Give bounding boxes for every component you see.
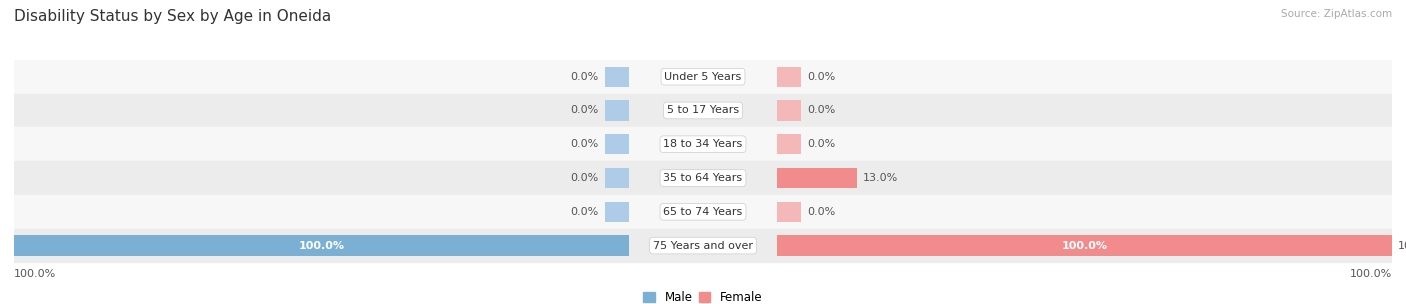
Text: 0.0%: 0.0% <box>571 105 599 116</box>
Text: 5 to 17 Years: 5 to 17 Years <box>666 105 740 116</box>
Bar <box>14 235 630 256</box>
Text: 100.0%: 100.0% <box>0 240 8 250</box>
Legend: Male, Female: Male, Female <box>638 286 768 304</box>
Bar <box>605 168 630 188</box>
Bar <box>605 202 630 222</box>
Text: 0.0%: 0.0% <box>807 207 835 217</box>
Text: 18 to 34 Years: 18 to 34 Years <box>664 139 742 149</box>
Text: 0.0%: 0.0% <box>807 139 835 149</box>
Bar <box>14 195 1392 229</box>
Text: 100.0%: 100.0% <box>14 268 56 278</box>
Text: 0.0%: 0.0% <box>807 72 835 82</box>
Text: 0.0%: 0.0% <box>807 105 835 116</box>
Bar <box>778 202 801 222</box>
Bar <box>14 127 1392 161</box>
Text: 75 Years and over: 75 Years and over <box>652 240 754 250</box>
Text: 0.0%: 0.0% <box>571 72 599 82</box>
Text: 65 to 74 Years: 65 to 74 Years <box>664 207 742 217</box>
Bar <box>14 94 1392 127</box>
Bar <box>14 60 1392 94</box>
Text: Source: ZipAtlas.com: Source: ZipAtlas.com <box>1281 9 1392 19</box>
Text: Under 5 Years: Under 5 Years <box>665 72 741 82</box>
Text: 100.0%: 100.0% <box>1350 268 1392 278</box>
Text: 0.0%: 0.0% <box>571 173 599 183</box>
Bar <box>605 100 630 121</box>
Text: 100.0%: 100.0% <box>298 240 344 250</box>
Text: Disability Status by Sex by Age in Oneida: Disability Status by Sex by Age in Oneid… <box>14 9 332 24</box>
Bar <box>778 235 1392 256</box>
Bar <box>778 100 801 121</box>
Bar <box>14 229 1392 262</box>
Bar <box>778 134 801 154</box>
Bar <box>778 168 856 188</box>
Bar <box>778 67 801 87</box>
Text: 0.0%: 0.0% <box>571 207 599 217</box>
Text: 100.0%: 100.0% <box>1398 240 1406 250</box>
Bar <box>605 134 630 154</box>
Text: 100.0%: 100.0% <box>1062 240 1108 250</box>
Bar <box>14 161 1392 195</box>
Text: 35 to 64 Years: 35 to 64 Years <box>664 173 742 183</box>
Bar <box>605 67 630 87</box>
Text: 13.0%: 13.0% <box>863 173 898 183</box>
Text: 0.0%: 0.0% <box>571 139 599 149</box>
